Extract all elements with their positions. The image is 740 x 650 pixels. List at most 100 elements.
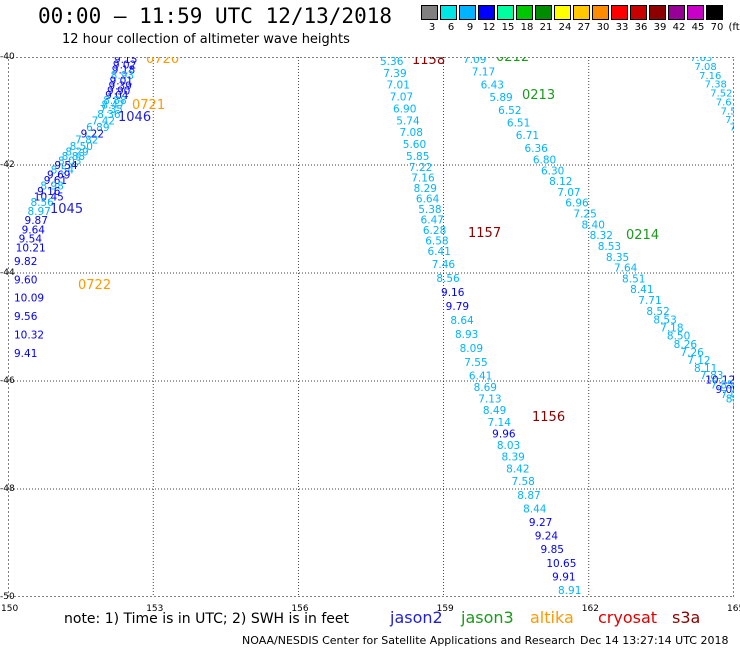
satellite-label-jason2: jason2 <box>390 608 443 627</box>
lat-tick-label: -48 <box>0 484 15 494</box>
scale-label: 9 <box>466 22 474 33</box>
wave-height-label: 8.88 <box>103 95 126 107</box>
wave-height-label: 9.91 <box>552 571 575 583</box>
map-frame: 9.159.029.188.939.019.399.909.048.888.47… <box>8 57 734 597</box>
wave-height-label: 10.12 <box>705 375 734 387</box>
wave-height-label: 6.58 <box>425 235 448 247</box>
lat-tick-label: -40 <box>0 52 15 62</box>
wave-height-label: 5.85 <box>406 151 429 163</box>
wave-height-label: 5.60 <box>403 139 426 151</box>
wave-height-label: 8.39 <box>501 452 524 464</box>
scale-swatch <box>573 5 590 20</box>
scale-label: (ft) <box>728 22 740 33</box>
wave-height-label: 9.39 <box>108 81 131 93</box>
wave-height-label: 7.55 <box>721 106 734 117</box>
wave-height-label: 9.79 <box>446 301 469 313</box>
wave-height-label: 7.4 <box>731 398 734 410</box>
scale-swatch <box>554 5 571 20</box>
wave-height-label: 7.18 <box>660 323 683 335</box>
wave-height-label: 9.15 <box>114 57 137 66</box>
wave-height-label: 8.32 <box>590 230 613 242</box>
pass-time-label: 0720 <box>146 57 179 67</box>
lon-tick-label: 156 <box>291 604 309 614</box>
wave-height-label: 7.7 <box>725 115 734 126</box>
satellite-label-altika: altika <box>530 608 574 627</box>
wave-height-label: 7.07 <box>557 187 580 199</box>
scale-swatch <box>478 5 495 20</box>
scale-label: 3 <box>428 22 436 33</box>
scale-swatch <box>668 5 685 20</box>
wave-height-label: 7.12 <box>687 355 710 367</box>
lat-tick-label: -46 <box>0 376 15 386</box>
footer-credit: NOAA/NESDIS Center for Satellite Applica… <box>242 634 576 647</box>
wave-height-label: 7.01 <box>387 80 410 92</box>
wave-height-label: 7.38 <box>705 80 727 91</box>
wave-height-label: 8.50 <box>70 141 93 153</box>
wave-height-label: 7.16 <box>699 71 721 82</box>
wave-height-label: 7.17 <box>472 67 495 79</box>
wave-height-label: 7.52 <box>710 89 732 100</box>
wave-height-label: 9.16 <box>37 186 61 198</box>
wave-height-label: 7.09 <box>463 57 486 66</box>
wave-height-label: 8.35 <box>606 252 629 264</box>
pass-time-label: 1157 <box>468 226 501 241</box>
wave-height-label: 7.83 <box>700 370 723 382</box>
wave-height-label: 8.64 <box>450 315 474 327</box>
wave-height-label: 9.01 <box>110 75 133 87</box>
wave-height-label: 7.08 <box>694 62 716 73</box>
wave-height-label: 8.40 <box>582 219 605 231</box>
scale-swatch <box>630 5 647 20</box>
wave-height-label: 7.08 <box>400 127 423 139</box>
wave-height-label: 7.55 <box>464 357 487 369</box>
wave-height-label: 6.43 <box>481 79 504 91</box>
wave-height-label: 8.03 <box>497 440 520 452</box>
wave-height-label: 8.52 <box>646 306 669 318</box>
wave-height-label: 8.53 <box>598 241 621 253</box>
wave-height-label: 7.71 <box>638 295 661 307</box>
wave-height-label: 7.58 <box>511 476 534 488</box>
wave-height-label: 8.12 <box>549 176 572 188</box>
wave-height-label: 7.64 <box>614 263 638 275</box>
wave-height-label: 5.74 <box>396 115 420 127</box>
wave-height-label: 8.93 <box>455 329 478 341</box>
scale-swatch <box>421 5 438 20</box>
pass-time-label: 0721 <box>132 98 165 113</box>
wave-height-label: 9.54 <box>19 234 43 246</box>
wave-height-label: 8.49 <box>483 405 506 417</box>
wave-height-label: 9.87 <box>25 215 48 227</box>
pass-time-label: 1045 <box>50 202 83 217</box>
pass-time-label: 0214 <box>626 228 659 243</box>
wave-height-label: 8.97 <box>27 206 50 218</box>
wave-height-label: 6.47 <box>421 215 444 227</box>
satellite-label-s3a: s3a <box>672 608 701 627</box>
wave-height-label: 8.44 <box>523 503 547 515</box>
wave-height-label: 8.69 <box>474 382 497 394</box>
wave-height-label: 9.85 <box>541 544 564 556</box>
scale-swatch <box>440 5 457 20</box>
pass-time-label: 0212 <box>496 57 529 65</box>
scale-label: 27 <box>577 22 591 33</box>
satellite-label-cryosat: cryosat <box>598 608 658 627</box>
wave-height-label: 8.36 <box>97 109 121 121</box>
wave-height-label: 6.96 <box>565 198 589 210</box>
wave-height-label: 7.61 <box>716 97 734 108</box>
scale-label: 21 <box>539 22 553 33</box>
scale-label: 42 <box>672 22 686 33</box>
wave-height-label: 8.42 <box>506 463 529 475</box>
scale-swatch <box>687 5 704 20</box>
lon-tick-label: 159 <box>436 604 454 614</box>
note-text: note: 1) Time is in UTC; 2) SWH is in fe… <box>64 611 350 627</box>
wave-height-label: 6.51 <box>507 118 530 130</box>
scale-swatch <box>497 5 514 20</box>
wave-height-label: 7.63 <box>690 57 712 64</box>
wave-height-label: 9.16 <box>441 287 465 299</box>
scale-swatch <box>516 5 533 20</box>
wave-height-label: 8.03 <box>58 156 81 168</box>
wave-height-label: 9.04 <box>105 90 129 102</box>
lon-tick-label: 162 <box>581 604 599 614</box>
page-subtitle: 12 hour collection of altimeter wave hei… <box>62 32 350 47</box>
wave-height-label: 6.41 <box>469 370 492 382</box>
wave-height-label: 8.56 <box>30 197 54 209</box>
footer-timestamp: Dec 14 13:27:14 UTC 2018 <box>580 634 729 647</box>
wave-height-label: 8.50 <box>667 331 690 343</box>
